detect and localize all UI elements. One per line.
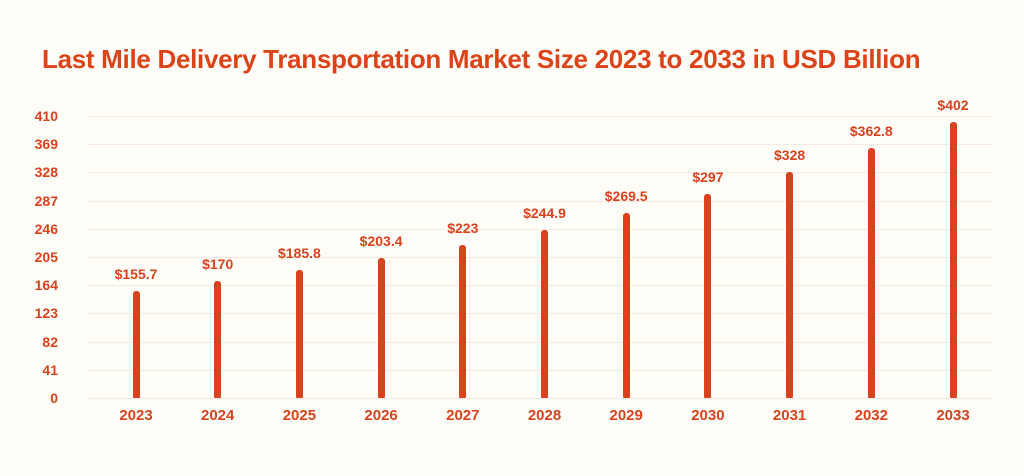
x-axis-tick-label: 2031 (772, 407, 807, 424)
bar-2029 (622, 212, 630, 398)
y-axis-tick-label: 287 (34, 192, 58, 209)
bar-value-label: $185.8 (277, 245, 321, 262)
bar-value-label: $402 (937, 96, 969, 113)
bar-value-label: $203.4 (359, 233, 403, 250)
bar-2032 (867, 148, 875, 398)
y-axis-tick-label: 82 (42, 333, 58, 350)
gridline (88, 172, 993, 174)
x-axis-tick-label: 2033 (936, 407, 970, 424)
x-axis-tick-label: 2029 (609, 407, 643, 424)
bar-value-label: $223 (447, 219, 479, 236)
y-axis-tick-label: 205 (34, 249, 58, 265)
bar-2024 (214, 281, 222, 398)
gridline (88, 200, 993, 202)
gridline (88, 228, 993, 230)
x-axis-tick-label: 2030 (691, 407, 725, 424)
y-axis-tick-label: 246 (34, 220, 58, 237)
gridline (88, 369, 993, 371)
x-axis-tick-label: 2024 (201, 407, 235, 424)
x-axis-tick-label: 2027 (446, 407, 480, 424)
bar-2023 (132, 290, 140, 398)
gridline (88, 285, 993, 287)
y-axis-tick-label: 410 (34, 108, 58, 124)
x-axis-tick-label: 2025 (282, 407, 317, 424)
x-axis-tick-label: 2023 (119, 407, 153, 424)
gridline (88, 398, 993, 399)
plot-area: 0 41 82 123 164 205 246 287 328 369 410 $155.7 2023 $… (35, 97, 993, 424)
bar-value-label: $297 (692, 168, 724, 185)
bar-2028 (541, 229, 548, 398)
gridline (88, 144, 993, 146)
bar-value-label: $170 (202, 256, 234, 273)
y-axis-tick-label: 0 (50, 390, 58, 406)
gridline (88, 257, 993, 258)
chart-title: Last Mile Delivery Transportation Market… (42, 44, 921, 74)
gridline (88, 313, 993, 315)
x-axis-tick-label: 2032 (854, 407, 888, 424)
y-axis-tick-label: 164 (34, 277, 58, 294)
y-axis-tick-label: 41 (42, 361, 58, 378)
bar-value-label: $328 (774, 147, 806, 164)
y-axis-tick-label: 369 (34, 136, 58, 153)
bar-2031 (786, 172, 794, 398)
bar-value-label: $362.8 (849, 123, 893, 140)
bar-value-label: $155.7 (114, 265, 158, 282)
bar-2027 (459, 244, 467, 398)
y-axis-tick-label: 123 (34, 305, 58, 322)
bar-2026 (377, 258, 385, 398)
gridline (88, 116, 993, 117)
x-axis-tick-label: 2028 (527, 407, 562, 424)
bar-2030 (704, 193, 712, 398)
x-axis-tick-label: 2026 (364, 407, 398, 424)
gridline (88, 341, 993, 343)
y-axis-tick-label: 328 (34, 164, 58, 181)
bar-value-label: $269.5 (604, 187, 648, 204)
bar-value-label: $244.9 (523, 204, 566, 221)
bar-2025 (295, 270, 303, 398)
bar-2033 (949, 121, 957, 398)
